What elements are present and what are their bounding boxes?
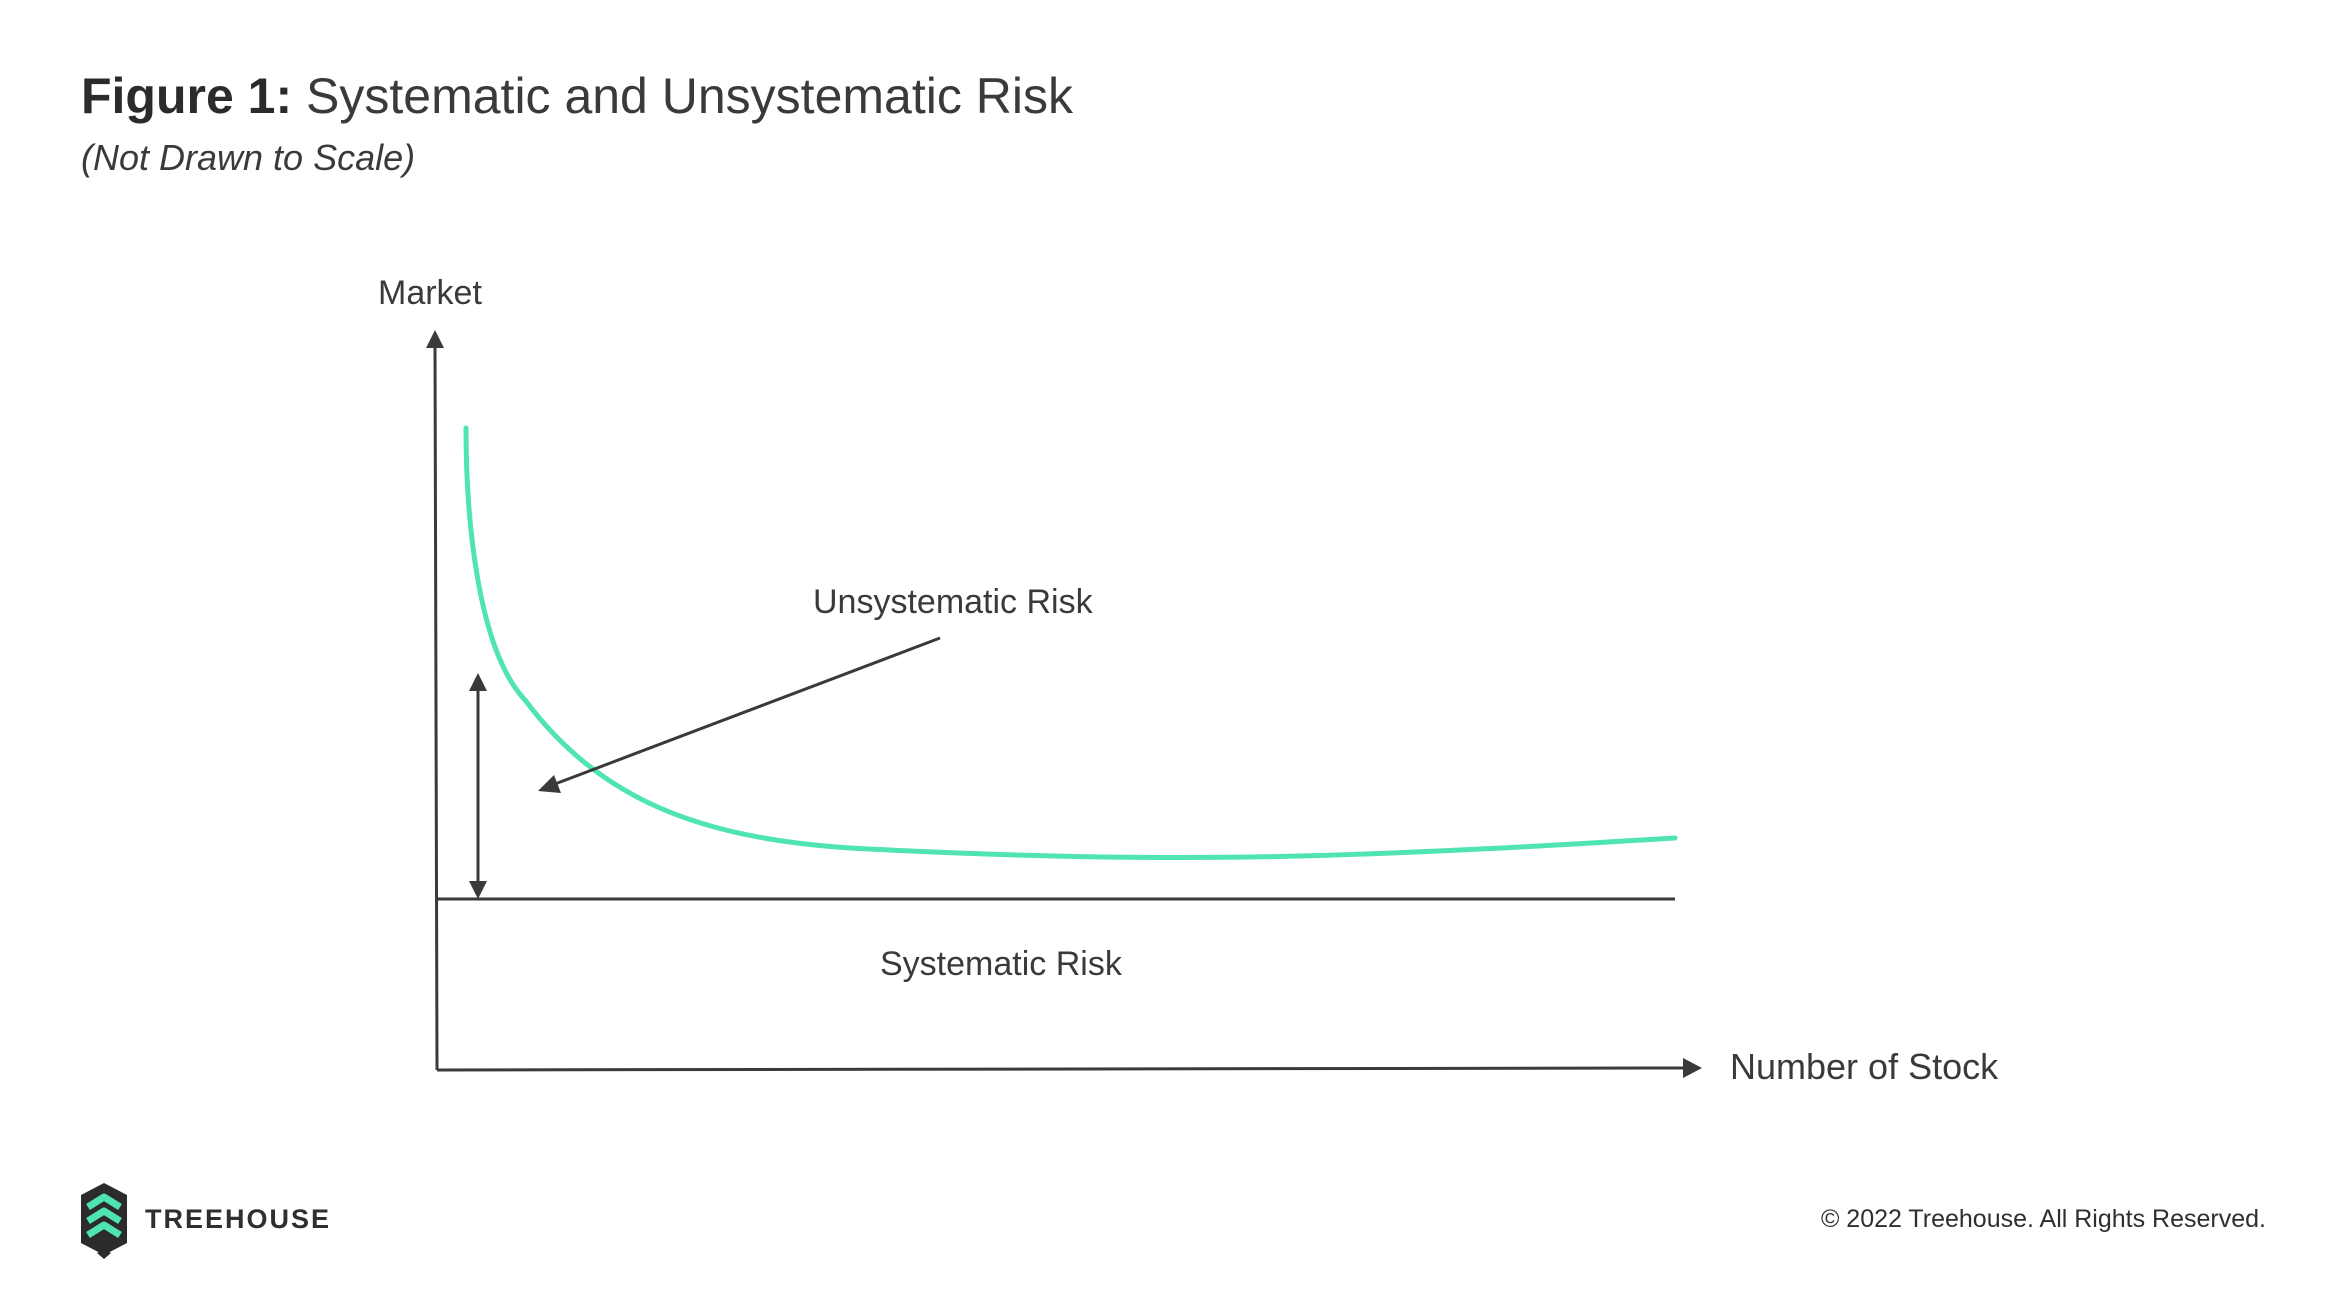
- risk-curve: [463, 425, 1678, 861]
- y-axis-arrowhead: [426, 330, 444, 348]
- unsystematic-range-arrow: [469, 673, 487, 899]
- x-axis-label: Number of Stock: [1730, 1046, 1999, 1087]
- x-axis: [436, 1058, 1702, 1078]
- y-axis: [426, 330, 444, 1071]
- unsystematic-risk-label: Unsystematic Risk: [813, 583, 1094, 621]
- x-axis-arrowhead: [1683, 1058, 1702, 1078]
- y-axis-label: Market: [378, 274, 482, 312]
- systematic-risk-label: Systematic Risk: [880, 945, 1123, 983]
- figure-title: Figure 1: Systematic and Unsystematic Ri…: [81, 66, 1073, 126]
- brand-name: TREEHOUSE: [145, 1204, 332, 1234]
- figure-title-text: Systematic and Unsystematic Risk: [306, 68, 1073, 124]
- treehouse-logo-icon: [81, 1183, 127, 1259]
- figure-subtitle: (Not Drawn to Scale): [81, 137, 416, 178]
- copyright-notice: © 2022 Treehouse. All Rights Reserved.: [1820, 1205, 2266, 1233]
- unsystematic-pointer-arrow: [538, 636, 941, 793]
- figure-number: Figure 1:: [81, 68, 293, 124]
